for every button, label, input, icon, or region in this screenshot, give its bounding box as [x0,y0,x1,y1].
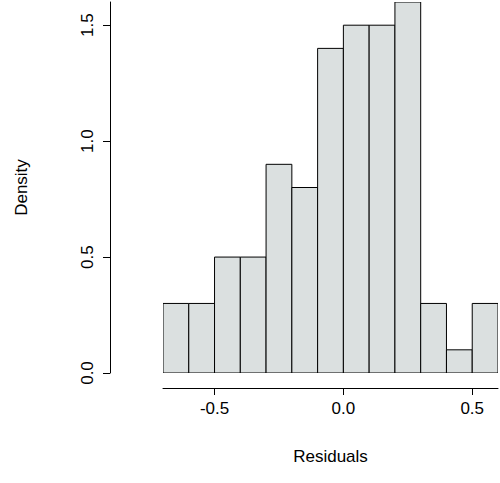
svg-text:0.5: 0.5 [460,399,484,418]
svg-text:1.0: 1.0 [78,129,97,153]
svg-text:Density: Density [12,159,31,216]
svg-text:Residuals: Residuals [293,447,368,466]
svg-text:-0.5: -0.5 [200,399,229,418]
svg-text:0.0: 0.0 [332,399,356,418]
svg-text:0.0: 0.0 [78,361,97,385]
svg-text:1.5: 1.5 [78,13,97,37]
svg-text:0.5: 0.5 [78,245,97,269]
